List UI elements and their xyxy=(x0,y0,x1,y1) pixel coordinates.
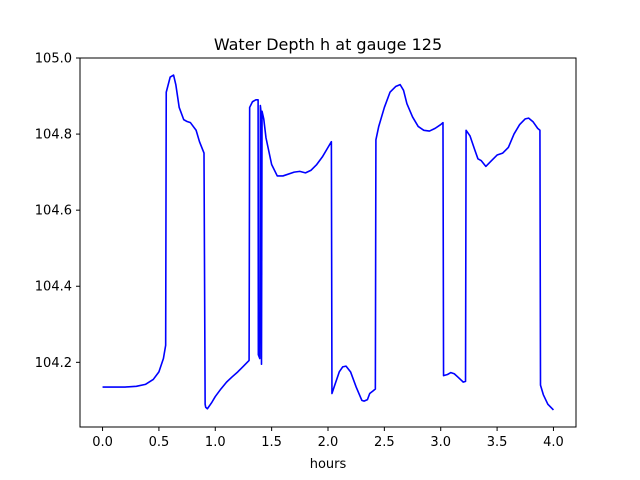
y-tick-label: 104.6 xyxy=(35,204,72,219)
y-tick-label: 104.2 xyxy=(35,356,72,371)
plot-background xyxy=(80,58,576,427)
x-tick-label: 2.5 xyxy=(374,435,395,450)
chart-title: Water Depth h at gauge 125 xyxy=(214,35,442,54)
x-axis-ticks: 0.0 0.5 1.0 1.5 2.0 2.5 3.0 3.5 4.0 xyxy=(92,427,564,450)
x-tick-label: 4.0 xyxy=(543,435,564,450)
y-axis-ticks: 104.2 104.4 104.6 104.8 105.0 xyxy=(35,52,80,371)
x-tick-label: 0.5 xyxy=(149,435,170,450)
x-tick-label: 0.0 xyxy=(92,435,113,450)
series-line-0 xyxy=(102,74,555,411)
x-tick-label: 1.5 xyxy=(261,435,282,450)
y-tick-label: 104.4 xyxy=(35,280,72,295)
y-tick-label: 104.8 xyxy=(35,128,72,143)
y-tick-label: 105.0 xyxy=(35,52,72,67)
x-tick-label: 1.0 xyxy=(205,435,226,450)
x-tick-label: 2.0 xyxy=(318,435,339,450)
x-tick-label: 3.0 xyxy=(430,435,451,450)
x-axis-label: hours xyxy=(310,457,347,472)
series-layer xyxy=(102,74,555,411)
x-tick-label: 3.5 xyxy=(487,435,508,450)
